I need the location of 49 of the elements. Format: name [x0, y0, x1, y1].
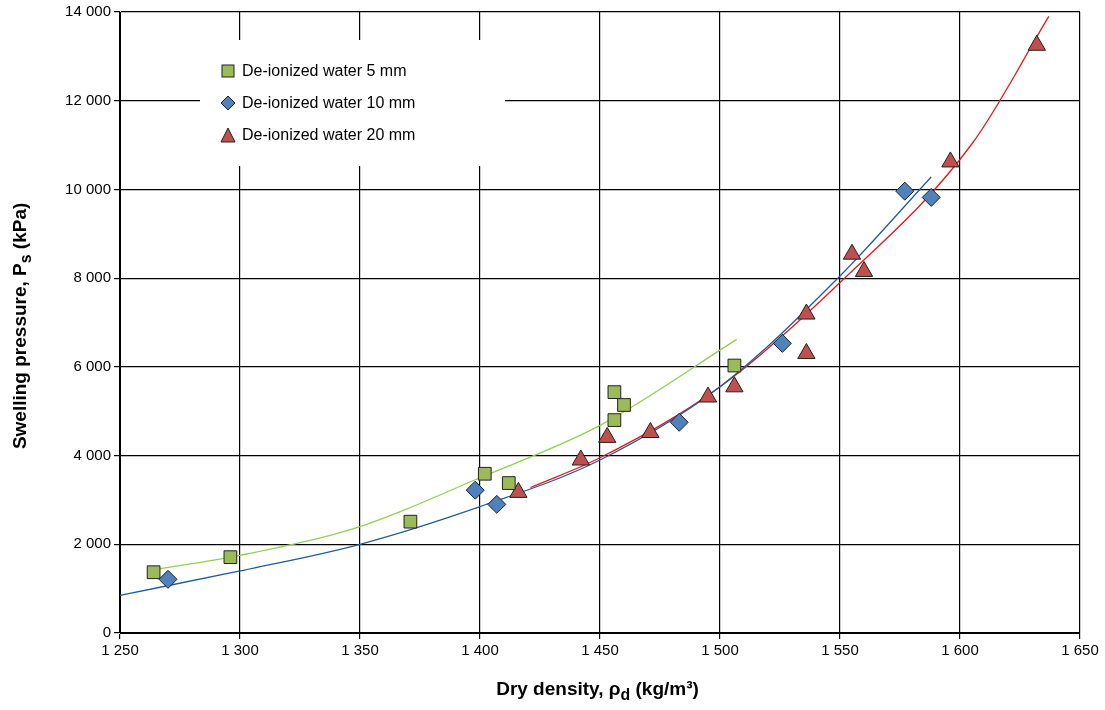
- point: [641, 422, 660, 439]
- x-tick-label: 1 450: [581, 641, 619, 659]
- point: [854, 260, 874, 277]
- point: [403, 514, 418, 529]
- point: [895, 181, 915, 201]
- point: [223, 550, 238, 565]
- x-tick-label: 1 650: [1061, 641, 1099, 659]
- x-tick-label: 1 500: [701, 641, 739, 659]
- point: [487, 494, 507, 514]
- line-series: [529, 15, 1050, 489]
- x-tick-label: 1 250: [101, 641, 139, 659]
- point: [941, 151, 960, 168]
- legend-label: De-ionized water 5 mm: [242, 62, 407, 80]
- y-tick-label: 10 000: [65, 179, 111, 197]
- point: [571, 449, 590, 466]
- point: [669, 412, 689, 432]
- x-tick-label: 1 550: [821, 641, 859, 659]
- y-tick-label: 2 000: [73, 534, 111, 552]
- x-tick-label: 1 400: [461, 641, 499, 659]
- x-axis-title: Dry density, ρ$_{d}$ (kg/m³): [495, 678, 700, 704]
- y-tick-label: 6 000: [73, 357, 111, 374]
- point: [607, 413, 622, 427]
- point: [607, 385, 622, 400]
- line-series: [120, 176, 932, 596]
- point: [146, 565, 161, 580]
- legend-label: De-ionized water 10 mm: [242, 94, 416, 112]
- point: [617, 398, 631, 412]
- point: [727, 358, 742, 373]
- y-tick-label: 0: [102, 623, 111, 641]
- point: [842, 243, 862, 260]
- y-tick-label: 8 000: [73, 268, 111, 286]
- x-tick-label: 1 300: [221, 641, 259, 659]
- point: [797, 343, 816, 360]
- point: [477, 466, 492, 481]
- y-tick-label: 4 000: [73, 445, 111, 463]
- point: [465, 480, 485, 500]
- point: [772, 333, 792, 353]
- point: [725, 376, 744, 393]
- point: [1027, 34, 1046, 51]
- point: [698, 386, 718, 403]
- y-tick-label: 12 000: [65, 90, 111, 108]
- point: [158, 569, 178, 589]
- y-tick-label: 14 000: [65, 2, 111, 20]
- point: [501, 476, 516, 490]
- x-tick-label: 1 350: [341, 641, 379, 659]
- point: [921, 187, 941, 207]
- x-tick-label: 1 600: [941, 641, 979, 659]
- legend-label: De-ionized water 20 mm: [242, 126, 416, 144]
- point: [797, 303, 816, 320]
